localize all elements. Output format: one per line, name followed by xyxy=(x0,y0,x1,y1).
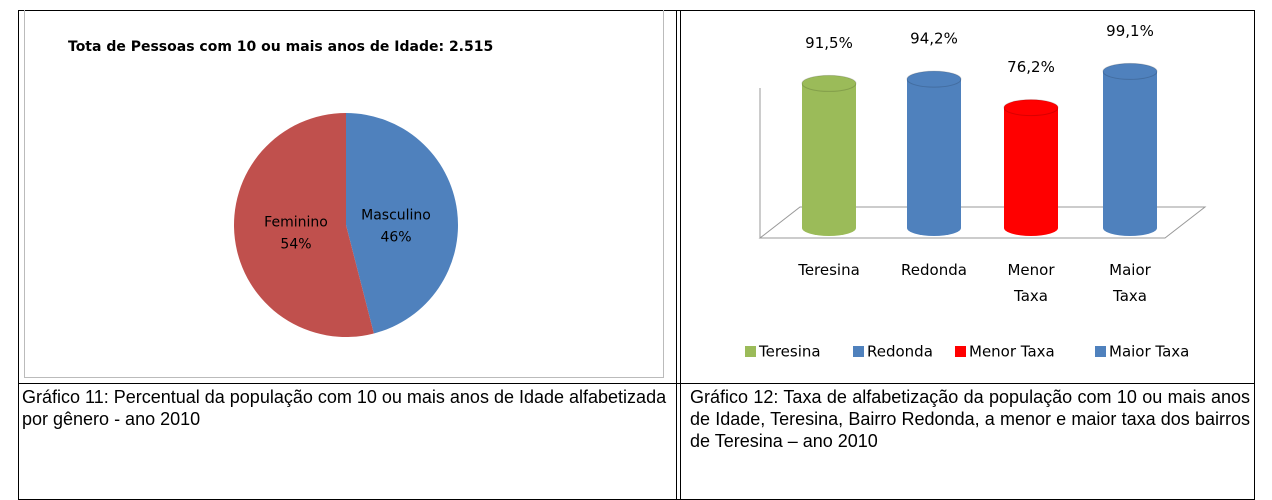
chart-title: Tota de Pessoas com 10 ou mais anos de I… xyxy=(68,39,493,55)
floor xyxy=(758,206,1207,239)
bar xyxy=(1004,107,1058,236)
slice-value: 54% xyxy=(280,237,311,253)
legend-label: Maior Taxa xyxy=(1109,343,1189,361)
bar xyxy=(907,79,961,236)
legend-swatch xyxy=(745,346,756,357)
category-label-box: Maior Taxa xyxy=(1109,261,1151,305)
bar-top xyxy=(1102,62,1158,80)
row-line xyxy=(18,383,1255,384)
legend-label: Teresina xyxy=(758,343,821,361)
bar-top xyxy=(1003,99,1059,117)
pie-box xyxy=(24,10,664,378)
bar xyxy=(802,83,856,237)
bar xyxy=(1103,71,1157,236)
pie-slice xyxy=(346,113,459,334)
slice-value: 46% xyxy=(380,229,411,245)
pie-slice xyxy=(234,113,374,337)
x-tick-label: Redonda xyxy=(901,261,967,279)
value-label: 76,2% xyxy=(1007,58,1055,76)
legend-label: Menor Taxa xyxy=(969,343,1055,361)
category-label-box: Menor Taxa xyxy=(1007,261,1055,305)
legend-swatch xyxy=(955,346,966,357)
divider xyxy=(676,10,681,500)
value-label: 99,1% xyxy=(1106,22,1154,40)
caption: Gráfico 11: Percentual da população com … xyxy=(22,387,667,429)
legend-swatch xyxy=(853,346,864,357)
slice-label: Masculino xyxy=(361,207,431,223)
caption: Gráfico 12: Taxa de alfabetização da pop… xyxy=(690,387,1250,451)
legend-swatch xyxy=(1095,346,1106,357)
x-tick-label: Menor Taxa xyxy=(1007,261,1055,305)
bar-top xyxy=(801,74,857,92)
bar-top xyxy=(906,70,962,88)
value-label: 91,5% xyxy=(805,34,853,52)
value-label: 94,2% xyxy=(910,30,958,48)
x-tick-label: Teresina xyxy=(798,261,860,279)
category-label-box: Redonda xyxy=(901,261,967,279)
x-tick-label: Maior Taxa xyxy=(1109,261,1151,305)
legend-label: Redonda xyxy=(867,343,933,361)
slice-label: Feminino xyxy=(264,215,328,231)
category-label-box: Teresina xyxy=(798,261,860,279)
